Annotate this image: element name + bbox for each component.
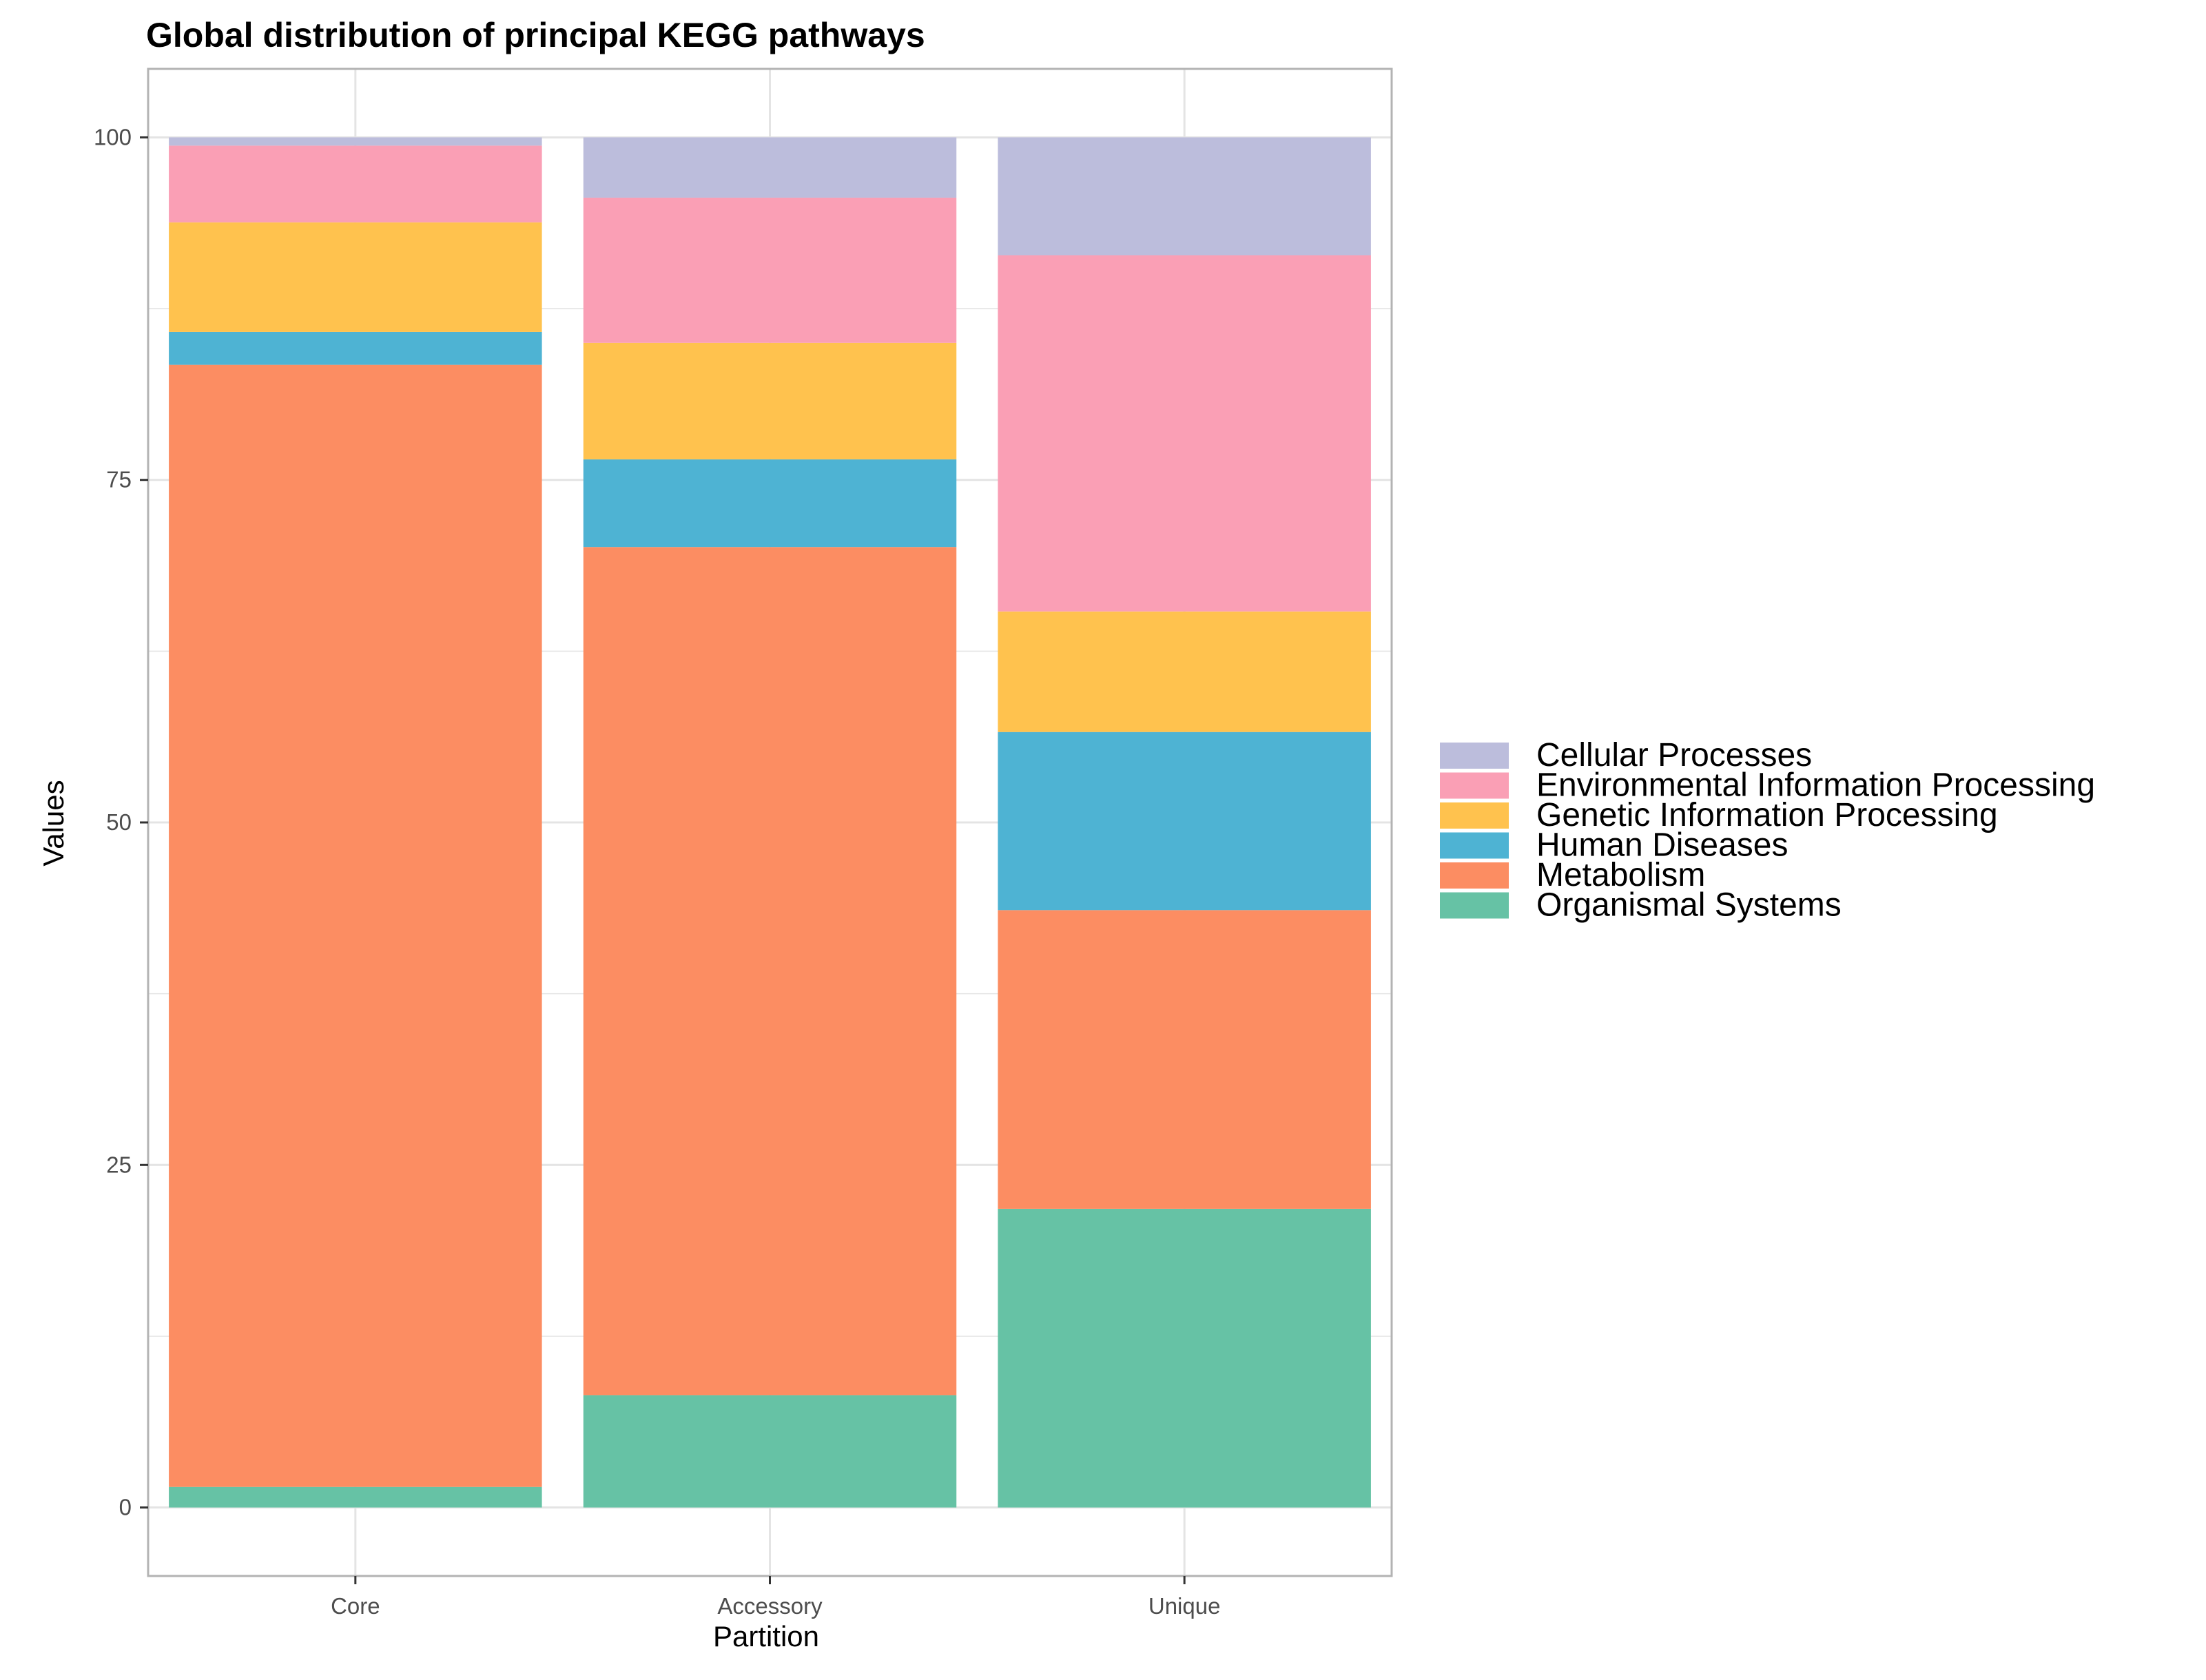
y-axis-ticks: 0 25 50 75 100	[94, 124, 148, 1520]
y-tick-label: 25	[106, 1152, 132, 1177]
bar-unique-human-diseases	[998, 732, 1371, 911]
bar-core-human-diseases	[169, 331, 542, 365]
bar-accessory-environmental-information-processing	[583, 197, 957, 343]
legend-key-organismal-systems	[1440, 892, 1509, 919]
bar-accessory-cellular-processes	[583, 137, 957, 198]
legend-key-environmental-information-processing	[1440, 772, 1509, 799]
legend-label-organismal-systems: Organismal Systems	[1536, 887, 1842, 924]
x-tick-label: Unique	[1148, 1593, 1221, 1619]
bar-accessory-organismal-systems	[583, 1395, 957, 1508]
x-tick-label: Accessory	[717, 1593, 823, 1619]
y-axis-title: Values	[37, 780, 70, 866]
bar-unique-metabolism	[998, 910, 1371, 1209]
legend-label-cellular-processes: Cellular Processes	[1536, 737, 1812, 774]
bar-accessory-human-diseases	[583, 459, 957, 548]
bar-unique-cellular-processes	[998, 137, 1371, 256]
legend-key-cellular-processes	[1440, 743, 1509, 769]
bar-unique-environmental-information-processing	[998, 255, 1371, 612]
bar-unique-organismal-systems	[998, 1208, 1371, 1508]
bar-unique-genetic-information-processing	[998, 611, 1371, 732]
chart-title: Global distribution of principal KEGG pa…	[146, 16, 925, 54]
y-tick-label: 75	[106, 467, 132, 492]
x-axis-ticks: Core Accessory Unique	[331, 1576, 1220, 1619]
bar-accessory-genetic-information-processing	[583, 342, 957, 459]
legend-label-human-diseases: Human Diseases	[1536, 827, 1788, 864]
y-tick-label: 0	[119, 1495, 132, 1520]
y-tick-label: 100	[94, 124, 132, 149]
legend-label-genetic-information-processing: Genetic Information Processing	[1536, 797, 1998, 833]
bar-segments	[169, 137, 1371, 1508]
bar-core-organismal-systems	[169, 1486, 542, 1508]
legend-key-genetic-information-processing	[1440, 802, 1509, 829]
bar-core-environmental-information-processing	[169, 145, 542, 222]
legend-key-human-diseases	[1440, 832, 1509, 859]
legend-key-metabolism	[1440, 862, 1509, 889]
bar-core-metabolism	[169, 364, 542, 1487]
bar-accessory-metabolism	[583, 547, 957, 1396]
x-tick-label: Core	[331, 1593, 380, 1619]
y-tick-label: 50	[106, 809, 132, 835]
bar-core-genetic-information-processing	[169, 222, 542, 332]
legend-label-environmental-information-processing: Environmental Information Processing	[1536, 767, 2095, 804]
legend-label-metabolism: Metabolism	[1536, 857, 1705, 893]
bar-core-cellular-processes	[169, 137, 542, 146]
x-axis-title: Partition	[713, 1620, 819, 1652]
